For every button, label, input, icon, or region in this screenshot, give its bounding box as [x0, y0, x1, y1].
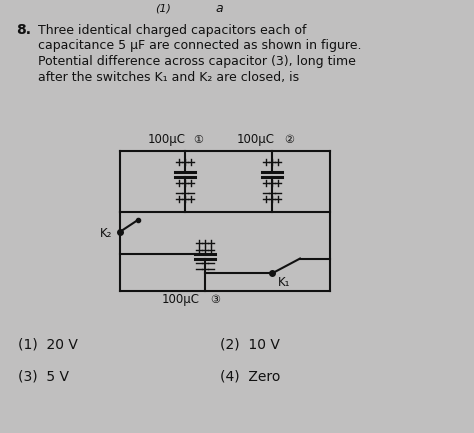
Text: 8.: 8.: [16, 23, 31, 36]
Text: after the switches K₁ and K₂ are closed, is: after the switches K₁ and K₂ are closed,…: [38, 71, 299, 84]
Text: Three identical charged capacitors each of: Three identical charged capacitors each …: [38, 23, 307, 36]
Text: Potential difference across capacitor (3), long time: Potential difference across capacitor (3…: [38, 55, 356, 68]
Text: (1)  20 V: (1) 20 V: [18, 338, 78, 352]
Text: K₁: K₁: [278, 276, 291, 289]
Text: 100μC: 100μC: [237, 132, 275, 145]
Text: (2)  10 V: (2) 10 V: [220, 338, 280, 352]
Text: 100μC: 100μC: [162, 293, 200, 306]
Text: (4)  Zero: (4) Zero: [220, 369, 281, 384]
Text: capacitance 5 μF are connected as shown in figure.: capacitance 5 μF are connected as shown …: [38, 39, 362, 52]
Text: ①: ①: [193, 135, 203, 145]
Text: K₂: K₂: [100, 227, 112, 240]
Text: ③: ③: [210, 295, 220, 305]
Text: (3)  5 V: (3) 5 V: [18, 369, 69, 384]
Text: 100μC: 100μC: [148, 132, 186, 145]
Text: a: a: [215, 2, 223, 15]
Text: ②: ②: [284, 135, 294, 145]
Text: (1): (1): [155, 4, 171, 14]
